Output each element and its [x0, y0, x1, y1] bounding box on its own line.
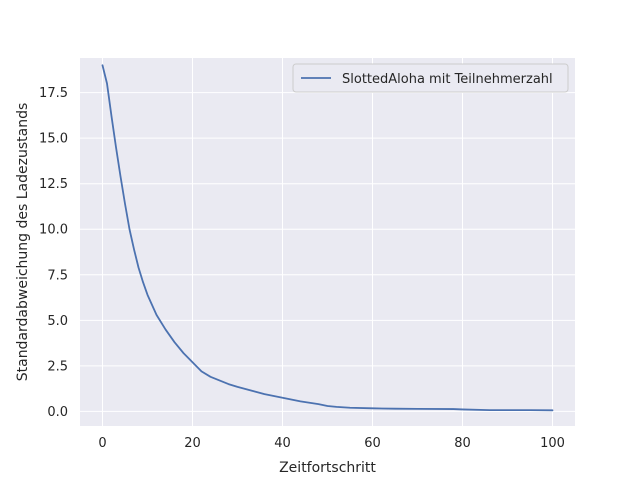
- legend: SlottedAloha mit Teilnehmerzahl: [292, 63, 569, 93]
- y-tick-label: 17.5: [39, 86, 68, 101]
- plot-background: [80, 58, 575, 426]
- series-line: [101, 64, 554, 412]
- x-axis-label: Zeitfortschritt: [279, 460, 376, 476]
- grid: [80, 58, 575, 426]
- x-tick-label: 40: [274, 436, 291, 451]
- x-tick-label: 60: [364, 436, 381, 451]
- x-tick-label: 100: [540, 436, 565, 451]
- x-tick-label: 80: [454, 436, 471, 451]
- y-tick-label: 12.5: [39, 177, 68, 192]
- y-tick-label: 15.0: [39, 132, 68, 147]
- legend-box: [292, 63, 569, 93]
- y-tick-label: 2.5: [47, 359, 68, 374]
- legend-label: SlottedAloha mit Teilnehmerzahl: [342, 72, 553, 87]
- y-tick-label: 10.0: [39, 223, 68, 238]
- y-axis-label: Standardabweichung des Ladezustands: [15, 103, 31, 382]
- y-tick-labels: 0.0 2.5 5.0 7.5 10.0 12.5 15.0 17.5: [39, 86, 68, 420]
- y-tick-label: 7.5: [47, 268, 68, 283]
- x-tick-label: 20: [184, 436, 201, 451]
- y-tick-label: 5.0: [47, 314, 68, 329]
- y-tick-label: 0.0: [47, 405, 68, 420]
- x-tick-labels: 0 20 40 60 80 100: [98, 436, 565, 451]
- x-tick-label: 0: [98, 436, 106, 451]
